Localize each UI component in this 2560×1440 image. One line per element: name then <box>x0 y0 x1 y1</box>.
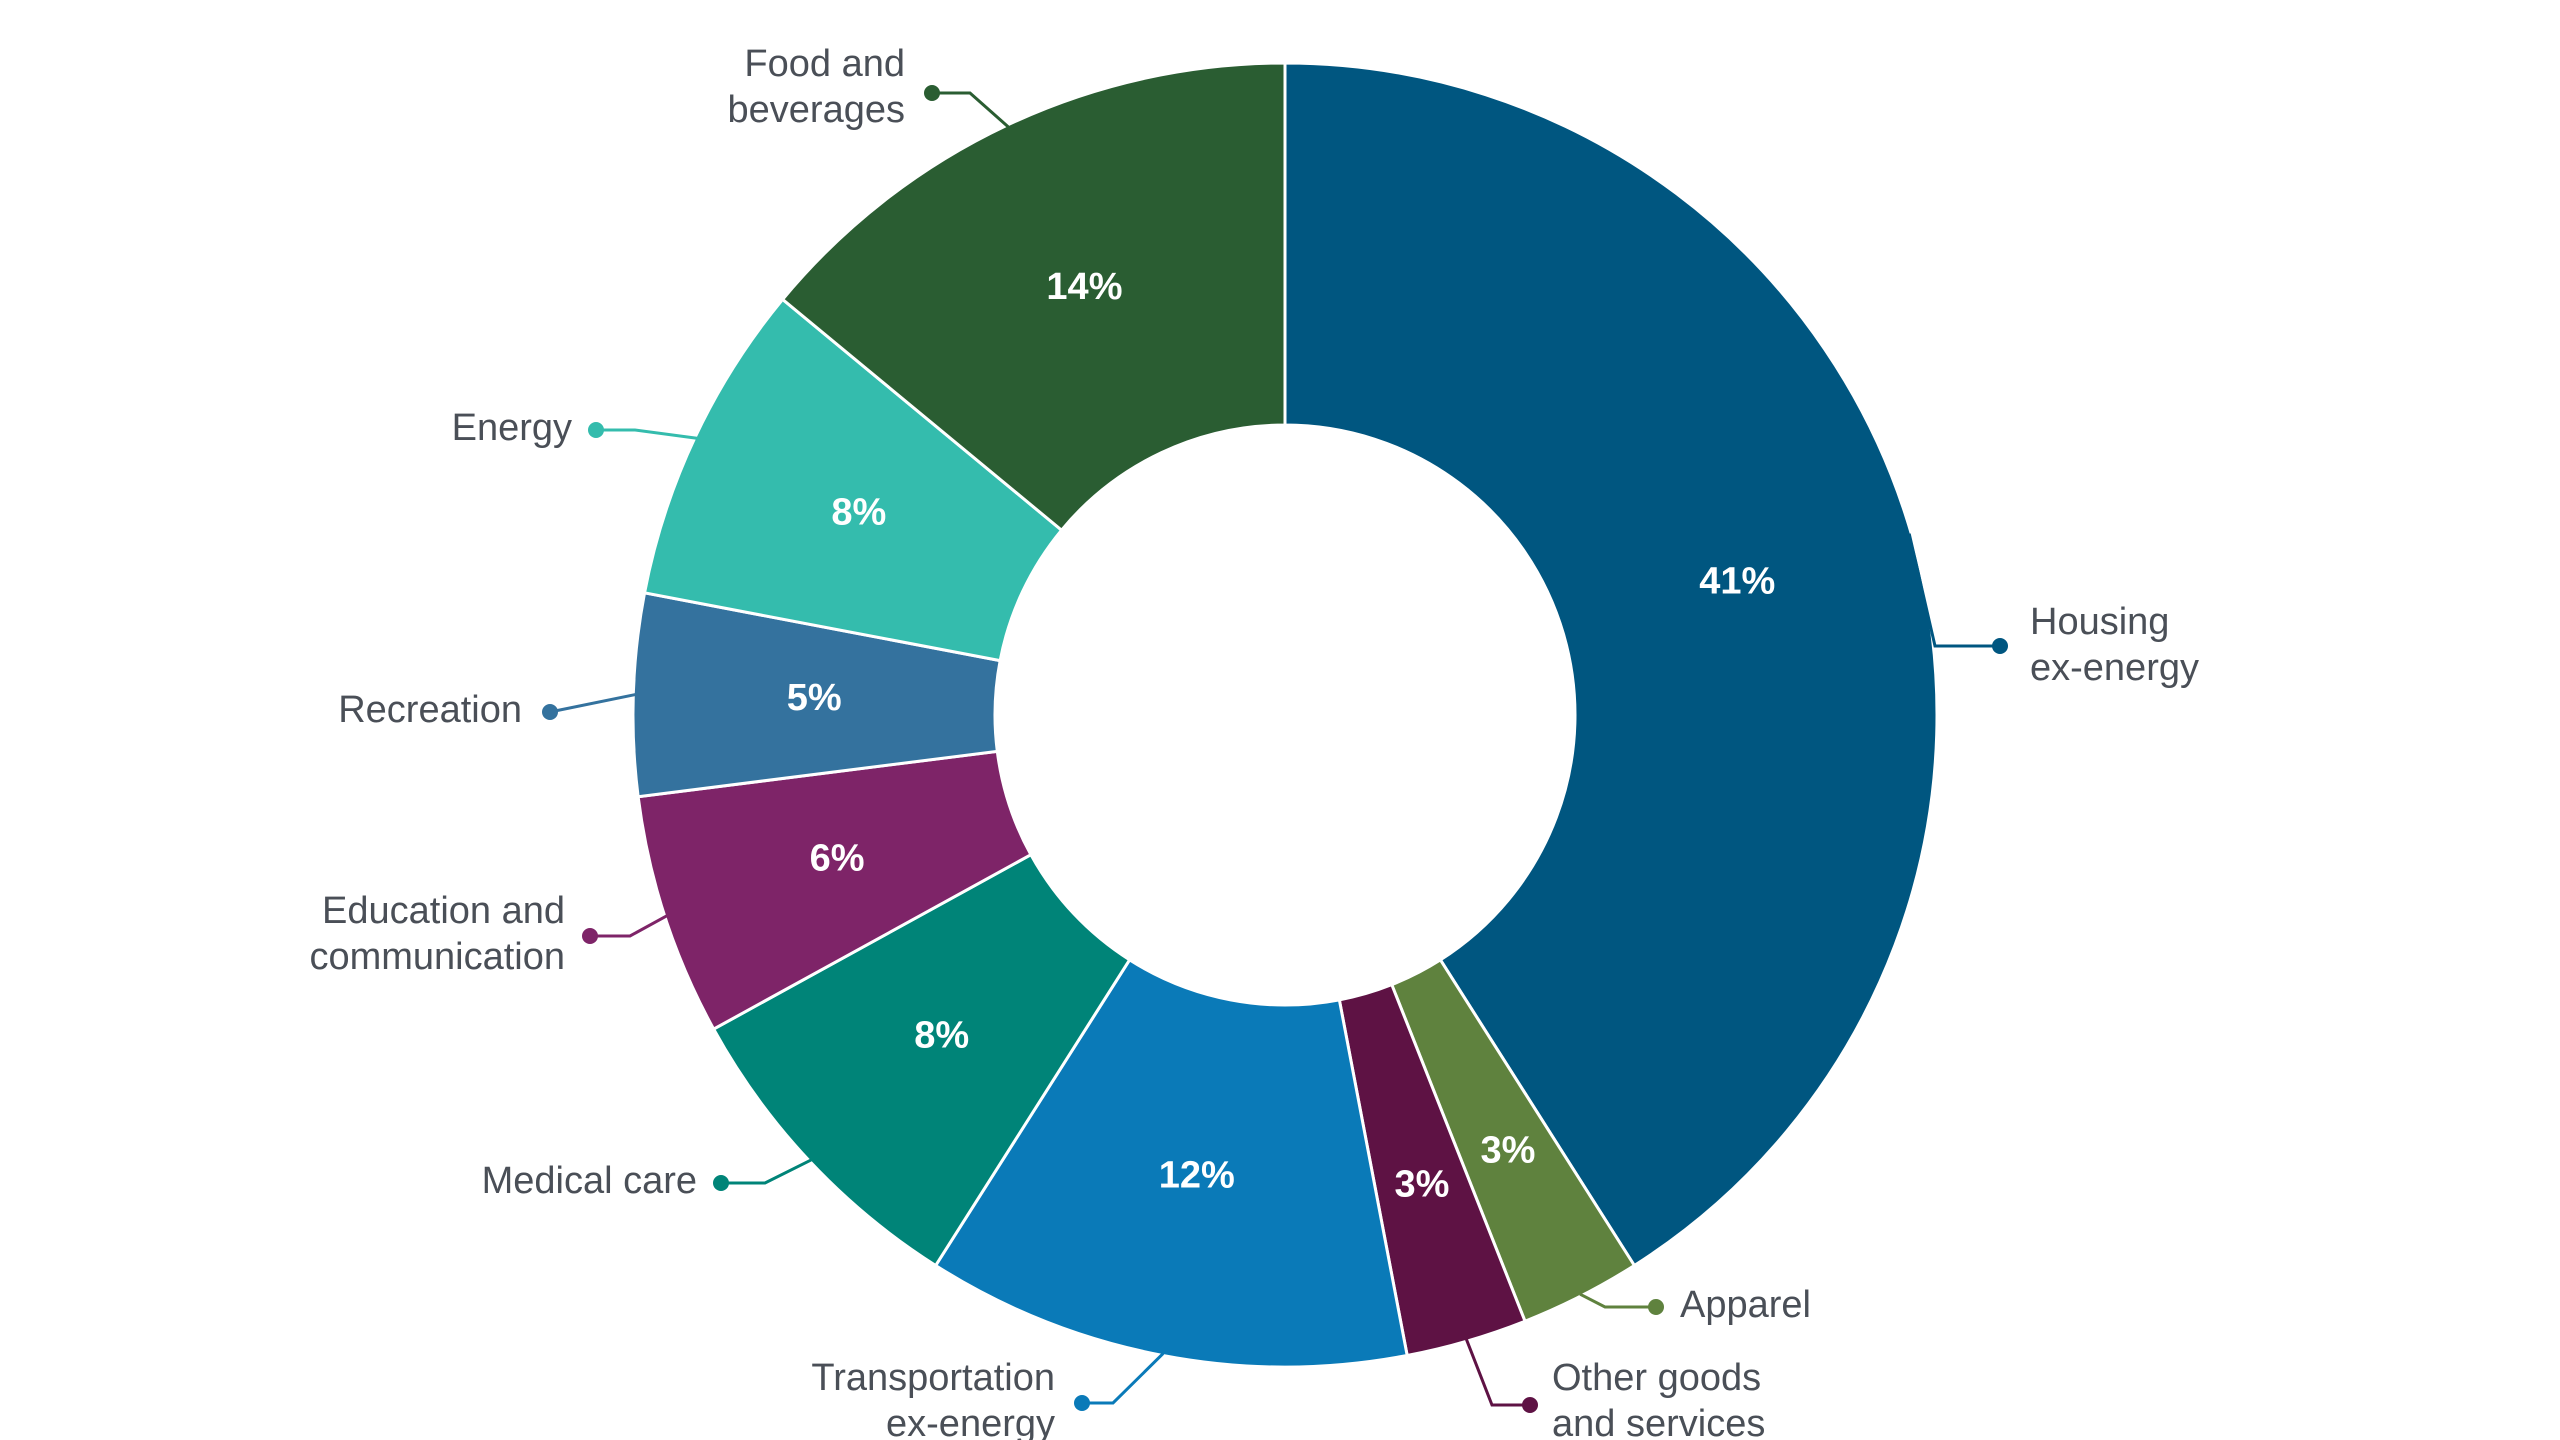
category-label-education-and-communication: Education and communication <box>309 890 565 978</box>
leader-dot-education-and-communication <box>582 928 598 944</box>
category-label-apparel: Apparel <box>1680 1284 1811 1326</box>
slice-food-and-beverages <box>780 61 1287 533</box>
category-label-recreation: Recreation <box>338 689 522 731</box>
category-label-transportation-ex-energy: Transportation ex-energy <box>811 1357 1055 1440</box>
slice-medical-care <box>711 852 1132 1268</box>
category-label-other-goods-and-services: Other goods and services <box>1552 1357 1765 1440</box>
pct-label-food-and-beverages: 14% <box>1046 266 1122 308</box>
leader-line-other-goods-and-services <box>1464 1338 1530 1407</box>
pct-label-energy: 8% <box>831 491 886 533</box>
leader-dot-other-goods-and-services <box>1522 1397 1538 1413</box>
category-label-energy: Energy <box>452 407 572 449</box>
leader-line-apparel <box>1579 1292 1656 1309</box>
leader-dot-housing-ex-energy <box>1992 638 2008 654</box>
pct-label-recreation: 5% <box>787 677 842 719</box>
leader-line-housing-ex-energy <box>1907 533 2000 648</box>
pct-label-other-goods-and-services: 3% <box>1395 1164 1450 1206</box>
pct-label-medical-care: 8% <box>914 1014 969 1056</box>
category-label-housing-ex-energy: Housing ex-energy <box>2030 601 2199 689</box>
slice-transportation-ex-energy <box>933 957 1409 1369</box>
category-label-medical-care: Medical care <box>482 1160 697 1202</box>
pct-label-transportation-ex-energy: 12% <box>1159 1155 1235 1197</box>
leader-line-food-and-beverages <box>932 91 1010 128</box>
leader-dot-medical-care <box>713 1175 729 1191</box>
pct-label-apparel: 3% <box>1480 1130 1535 1172</box>
leader-line-recreation <box>549 693 636 714</box>
leader-dot-energy <box>588 422 604 438</box>
leader-line-energy <box>596 428 698 440</box>
leader-line-transportation-ex-energy <box>1082 1352 1165 1405</box>
leader-dot-transportation-ex-energy <box>1074 1395 1090 1411</box>
slice-energy <box>642 297 1064 663</box>
slice-housing-ex-energy <box>1283 61 1939 1268</box>
leader-dot-food-and-beverages <box>924 85 940 101</box>
pct-label-education-and-communication: 6% <box>810 838 865 880</box>
leader-dot-apparel <box>1648 1299 1664 1315</box>
slices-layer <box>631 61 1939 1369</box>
leader-line-medical-care <box>721 1158 812 1185</box>
leaders-layer <box>542 85 2008 1413</box>
category-label-food-and-beverages: Food and beverages <box>728 43 905 131</box>
labels-layer: 41% Housing ex-energy 3% Apparel 3% Other good… <box>309 43 2199 1440</box>
leader-line-education-and-communication <box>590 914 668 938</box>
pct-label-housing-ex-energy: 41% <box>1699 561 1775 603</box>
leader-dot-recreation <box>542 704 558 720</box>
